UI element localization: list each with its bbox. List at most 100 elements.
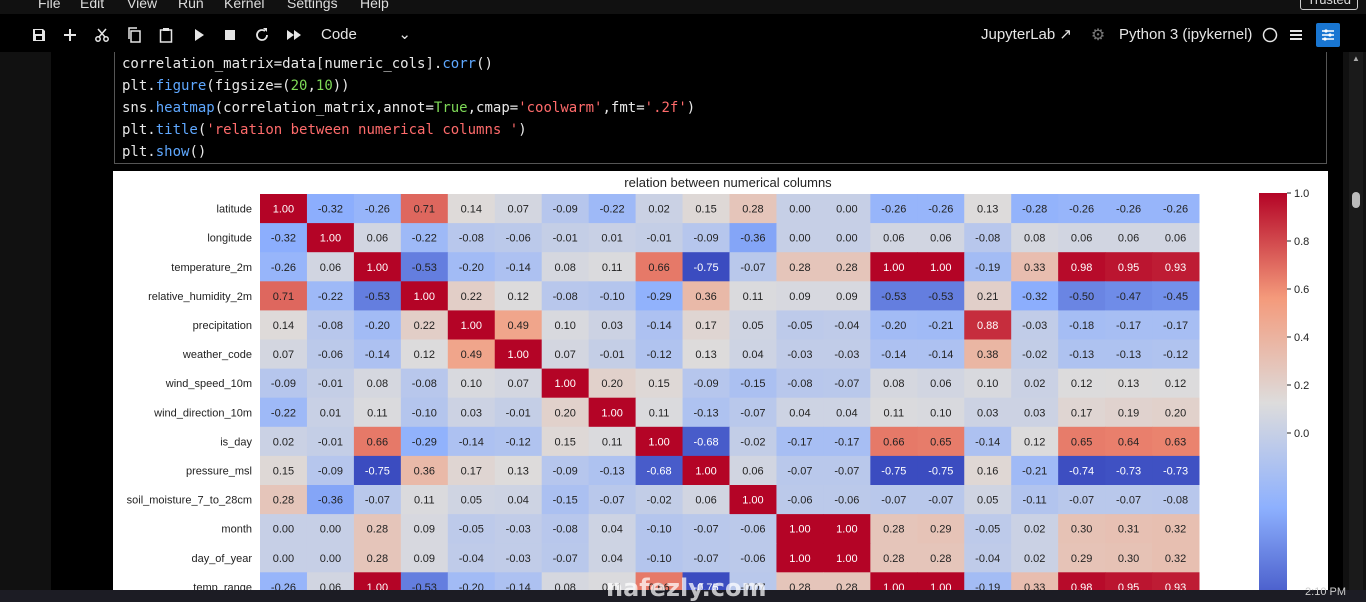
cell-annotation: -0.22 [600, 204, 625, 216]
run-icon[interactable] [187, 23, 211, 47]
cell-annotation: 1.00 [695, 465, 716, 477]
heatmap-cell [447, 368, 496, 399]
cell-annotation: 0.15 [273, 465, 294, 477]
menu-view[interactable]: View [127, 0, 158, 11]
cell-annotation: 0.03 [1024, 407, 1045, 419]
cell-annotation: 0.07 [554, 349, 575, 361]
cell-annotation: 0.66 [367, 436, 388, 448]
copy-icon[interactable] [122, 23, 146, 47]
heatmap-cell [870, 543, 918, 573]
cell-annotation: -0.14 [506, 582, 531, 590]
heatmap-cell [353, 281, 402, 311]
save-icon[interactable] [27, 23, 51, 47]
cell-annotation: 0.06 [320, 262, 341, 274]
cell-annotation: 0.15 [554, 436, 575, 448]
heatmap-cell [823, 397, 871, 428]
cell-annotation: 0.28 [930, 553, 951, 565]
heatmap-cell [1105, 310, 1153, 340]
cell-annotation: 0.03 [601, 320, 622, 332]
heatmap-cell [1058, 543, 1106, 573]
heatmap-cell [588, 426, 637, 457]
heatmap-cell [494, 194, 543, 224]
cell-annotation: -0.07 [1116, 495, 1141, 507]
cell-annotation: -0.09 [553, 465, 578, 477]
heatmap-cell [1011, 281, 1059, 311]
cell-annotation: -0.47 [1116, 291, 1141, 303]
cell-annotation: 0.04 [836, 407, 857, 419]
heatmap-cell [1105, 397, 1153, 428]
heatmap-cell [635, 223, 684, 253]
paste-icon[interactable] [154, 23, 178, 47]
scrollbar-thumb[interactable] [1352, 192, 1360, 208]
external-link-icon: ↗ [1059, 26, 1072, 43]
fast-forward-icon[interactable] [282, 23, 306, 47]
heatmap-cell [1011, 514, 1059, 544]
heatmap-cell [541, 397, 590, 428]
cell-annotation: 0.98 [1071, 262, 1092, 274]
heatmap-cell [917, 252, 965, 282]
cell-annotation: 0.07 [508, 378, 529, 390]
scroll-up-icon[interactable]: ▲ [1352, 54, 1360, 63]
property-inspector-icon[interactable] [1316, 23, 1340, 47]
kernel-name[interactable]: Python 3 (ipykernel) [1119, 26, 1253, 43]
menu-edit[interactable]: Edit [80, 0, 105, 11]
cut-icon[interactable] [90, 23, 114, 47]
heatmap-cell [447, 397, 496, 428]
heatmap-cell [682, 397, 730, 428]
heatmap-cell [776, 194, 824, 224]
code-editor[interactable]: correlation_matrix=data[numeric_cols].co… [114, 52, 1327, 164]
cell-type-dropdown[interactable]: Code ⌄ [313, 23, 415, 47]
cell-annotation: -0.17 [787, 436, 812, 448]
cell-annotation: -0.10 [647, 553, 672, 565]
cell-annotation: -0.01 [553, 233, 578, 245]
heatmap-cell [541, 572, 590, 590]
cell-annotation: -0.14 [975, 436, 1000, 448]
cell-annotation: 0.10 [930, 407, 951, 419]
heatmap-cell [776, 339, 824, 370]
heatmap-cell [353, 223, 402, 253]
menu-file[interactable]: File [38, 0, 61, 11]
heatmap-cell [494, 485, 543, 515]
heatmap-cell [964, 252, 1012, 282]
jupyterlab-link[interactable]: JupyterLab ↗ [981, 26, 1072, 43]
cell-annotation: 0.12 [1165, 378, 1186, 390]
menu-help[interactable]: Help [360, 0, 389, 11]
y-tick-label: is_day [220, 436, 252, 448]
vertical-scrollbar[interactable]: ▲ [1349, 52, 1363, 590]
menu-icon[interactable] [1284, 23, 1308, 47]
heatmap-cell [682, 194, 730, 224]
stop-icon[interactable] [218, 23, 242, 47]
heatmap-cell [306, 455, 355, 486]
cell-annotation: 0.93 [1165, 262, 1186, 274]
trusted-badge[interactable]: Trusted [1300, 0, 1358, 10]
cell-annotation: -0.09 [271, 378, 296, 390]
heatmap-cell [353, 397, 402, 428]
heatmap-cell [964, 368, 1012, 399]
cell-annotation: 0.30 [1071, 524, 1092, 536]
cell-annotation: 0.95 [1118, 262, 1139, 274]
cell-annotation: 0.10 [554, 320, 575, 332]
menu-settings[interactable]: Settings [287, 0, 338, 11]
add-cell-icon[interactable] [58, 23, 82, 47]
cell-annotation: 0.31 [1118, 524, 1139, 536]
cell-annotation: 0.28 [367, 524, 388, 536]
cell-annotation: 0.66 [648, 582, 669, 590]
heatmap-cell [917, 426, 965, 457]
menu-kernel[interactable]: Kernel [224, 0, 265, 11]
code-line-2: plt.figure(figsize=(20,10)) [122, 78, 350, 94]
heatmap-cell [729, 514, 777, 544]
cell-annotation: 0.07 [508, 204, 529, 216]
heatmap-cell [1152, 572, 1200, 590]
gear-icon[interactable]: ⚙ [1090, 27, 1106, 44]
heatmap-cell [729, 223, 777, 253]
menu-run[interactable]: Run [178, 0, 204, 11]
heatmap-cell [964, 455, 1012, 486]
restart-icon[interactable] [250, 23, 274, 47]
heatmap-cell [1105, 194, 1153, 224]
heatmap-cell [306, 281, 355, 311]
heatmap-cell [776, 252, 824, 282]
heatmap-cell [917, 397, 965, 428]
heatmap-cell [1105, 281, 1153, 311]
heatmap-cell [353, 572, 402, 590]
heatmap-cell [260, 485, 308, 515]
